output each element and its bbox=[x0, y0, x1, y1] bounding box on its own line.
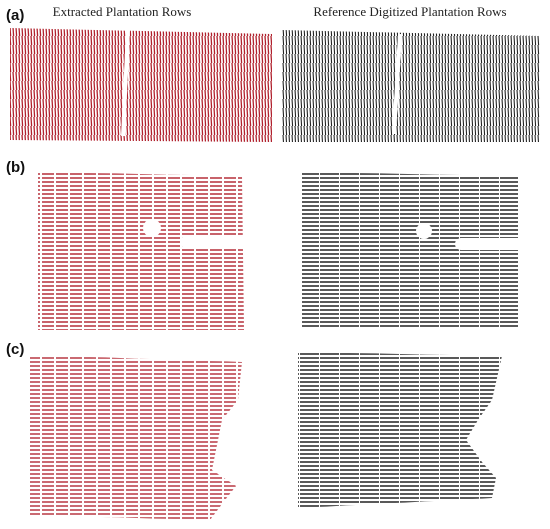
gap bbox=[143, 219, 161, 237]
column-title: Extracted Plantation Rows bbox=[53, 4, 192, 19]
gap bbox=[455, 238, 525, 250]
gap bbox=[416, 223, 432, 239]
reference-rows bbox=[282, 30, 540, 142]
extracted-rows bbox=[30, 355, 242, 520]
reference-rows bbox=[298, 352, 502, 508]
reference-rows bbox=[302, 172, 518, 328]
extracted-rows bbox=[10, 28, 272, 142]
panel-label: (a) bbox=[6, 7, 24, 24]
gap bbox=[180, 236, 250, 248]
extracted-rows bbox=[38, 172, 244, 330]
panel-label: (c) bbox=[6, 341, 24, 358]
gap bbox=[392, 33, 402, 135]
column-title: Reference Digitized Plantation Rows bbox=[313, 4, 506, 19]
gap bbox=[121, 29, 130, 137]
panel-label: (b) bbox=[6, 159, 25, 176]
